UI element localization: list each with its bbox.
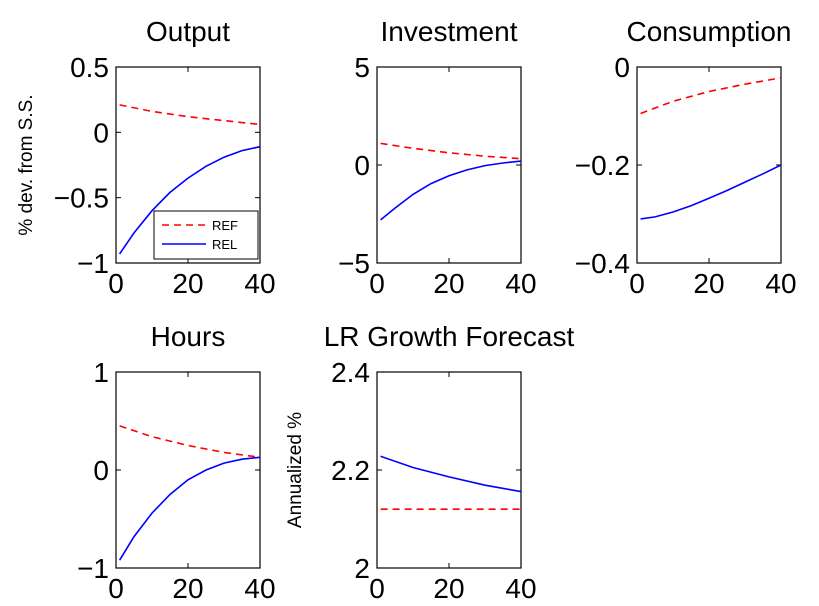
x-tick-label: 20: [433, 268, 464, 299]
series-line-rel: [380, 160, 522, 221]
y-tick-label: −0.5: [54, 183, 109, 214]
subplot-1: Output % dev. from S.S. 0 20 40 −1 −0.5 0 0.5 REF…: [16, 16, 276, 299]
x-tick-label: 0: [629, 268, 645, 299]
subplot-title: Investment: [381, 16, 518, 47]
subplot-title: Output: [146, 16, 230, 47]
subplot-3: Consumption 0 20 40 −0.4 −0.2 0: [575, 16, 797, 299]
legend-label: REL: [212, 237, 237, 252]
y-tick-label: −5: [338, 248, 370, 279]
y-tick-label: 2: [354, 553, 370, 584]
y-tick-label: 0: [93, 117, 109, 148]
x-tick-label: 0: [108, 268, 124, 299]
series-line-rel: [380, 455, 522, 493]
y-axis-label: Annualized %: [285, 412, 306, 528]
subplot-title: LR Growth Forecast: [324, 321, 575, 352]
x-tick-label: 0: [369, 268, 385, 299]
subplot-title: Hours: [151, 321, 226, 352]
x-tick-label: 20: [172, 573, 203, 604]
series-line-rel: [118, 456, 261, 561]
subplot-5: LR Growth Forecast Annualized % 0 20 40 2 2.2 2…: [285, 321, 574, 604]
y-tick-label: 1: [93, 357, 109, 388]
x-tick-label: 20: [693, 268, 724, 299]
y-tick-label: −0.2: [575, 150, 630, 181]
y-axis-label: % dev. from S.S.: [16, 94, 37, 235]
y-tick-label: 5: [354, 52, 370, 83]
legend-box: [153, 210, 259, 260]
series-line-rel: [640, 164, 782, 220]
subplot-title: Consumption: [627, 16, 792, 47]
axes-box: [376, 66, 522, 264]
x-tick-label: 40: [765, 268, 796, 299]
y-tick-label: 0: [354, 150, 370, 181]
legend: REF REL: [153, 210, 259, 260]
axes-box: [115, 371, 261, 569]
y-tick-label: 2.4: [331, 357, 370, 388]
x-tick-label: 0: [369, 573, 385, 604]
y-tick-label: −0.4: [575, 248, 630, 279]
y-tick-label: 0.5: [70, 52, 109, 83]
y-tick-label: −1: [77, 553, 109, 584]
legend-label: REF: [212, 218, 238, 233]
x-tick-label: 40: [505, 573, 536, 604]
axes-box: [376, 371, 522, 569]
x-tick-label: 40: [244, 573, 275, 604]
axes-box: [636, 66, 782, 264]
y-tick-label: 2.2: [331, 455, 370, 486]
x-tick-label: 40: [505, 268, 536, 299]
x-tick-label: 0: [108, 573, 124, 604]
y-tick-label: −1: [77, 248, 109, 279]
x-tick-label: 20: [172, 268, 203, 299]
x-tick-label: 20: [433, 573, 464, 604]
series-line-ref: [640, 77, 782, 115]
x-tick-label: 40: [244, 268, 275, 299]
y-tick-label: 0: [614, 52, 630, 83]
series-line-rel: [118, 145, 261, 255]
y-tick-label: 0: [93, 455, 109, 486]
